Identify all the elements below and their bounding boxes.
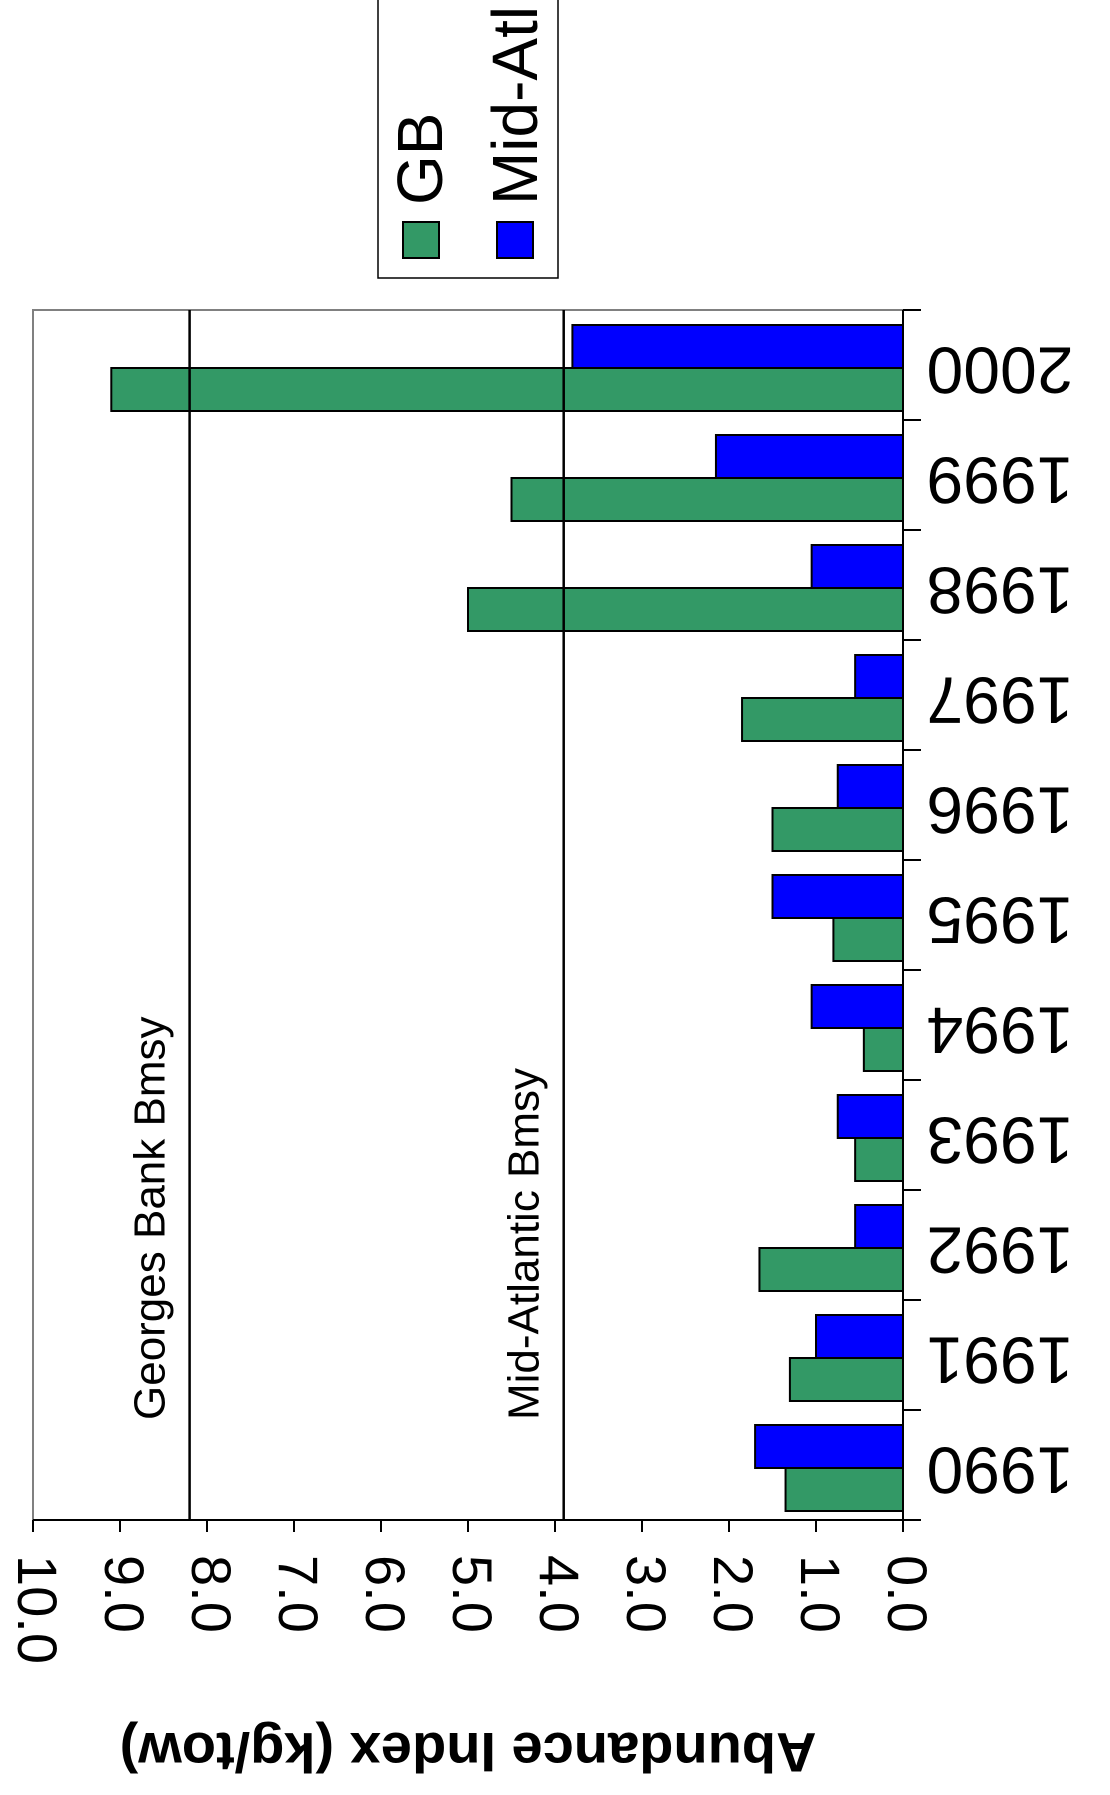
bar-gb-1990	[784, 1467, 904, 1512]
category-label-1994: 1994	[927, 994, 1074, 1068]
bar-gb-1994	[862, 1027, 904, 1072]
value-tick-label-9.0: 9.0	[93, 1555, 156, 1633]
bar-mid-atl-1990	[754, 1424, 904, 1469]
bar-gb-1992	[758, 1247, 905, 1292]
bar-gb-1997	[741, 697, 904, 742]
bar-gb-1999	[510, 477, 904, 522]
value-tick-label-8.0: 8.0	[180, 1555, 243, 1633]
value-tick-label-1.0: 1.0	[789, 1555, 852, 1633]
bar-gb-1998	[467, 587, 904, 632]
value-tick-label-2.0: 2.0	[702, 1555, 765, 1633]
bar-mid-atl-1997	[854, 654, 905, 699]
legend-swatch-mid-atl	[496, 221, 534, 259]
bar-gb-1993	[854, 1137, 905, 1182]
bar-mid-atl-1995	[771, 874, 904, 919]
bar-gb-1996	[771, 807, 904, 852]
bar-gb-2000	[110, 367, 905, 412]
value-tick-label-6.0: 6.0	[354, 1555, 417, 1633]
reference-label-mid-atlantic-bmsy: Mid-Atlantic Bmsy	[500, 1068, 549, 1420]
legend-label-mid-atl: Mid-Atl	[479, 6, 551, 205]
bar-mid-atl-1994	[810, 984, 905, 1029]
value-tick-label-5.0: 5.0	[441, 1555, 504, 1633]
bar-mid-atl-1991	[815, 1314, 904, 1359]
category-label-1997: 1997	[927, 664, 1074, 738]
value-tick-label-7.0: 7.0	[267, 1555, 330, 1633]
bar-mid-atl-1996	[836, 764, 904, 809]
bars-layer	[110, 324, 905, 1512]
value-axis-title: Abundance Index (kg/tow)	[120, 1721, 817, 1784]
bar-mid-atl-2000	[571, 324, 905, 369]
value-tick-label-0.0: 0.0	[876, 1555, 939, 1633]
bar-mid-atl-1993	[836, 1094, 904, 1139]
category-label-1999: 1999	[927, 444, 1074, 518]
legend-swatch-gb	[402, 221, 440, 259]
value-tick-label-4.0: 4.0	[528, 1555, 591, 1633]
value-tick-label-10.0: 10.0	[6, 1555, 69, 1664]
category-label-1993: 1993	[927, 1104, 1074, 1178]
category-label-1990: 1990	[927, 1434, 1074, 1508]
category-ticks-layer: 1990 1991 1992 1993 1994 1995 1996 1997 1998 1999…	[903, 309, 1074, 1521]
legend: GB Mid-Atl	[377, 0, 559, 279]
category-label-1995: 1995	[927, 884, 1074, 958]
bar-mid-atl-1998	[810, 544, 905, 589]
category-label-1996: 1996	[927, 774, 1074, 848]
value-ticks-layer: 0.0 1.0 2.0 3.0 4.0 5.0 6.0 7.0 8.0 9.0 10.0	[6, 1520, 939, 1664]
legend-label-gb: GB	[384, 113, 456, 205]
category-label-2000: 2000	[927, 334, 1074, 408]
bar-mid-atl-1992	[854, 1204, 905, 1249]
value-tick-label-3.0: 3.0	[615, 1555, 678, 1633]
bar-gb-1995	[832, 917, 905, 962]
category-label-1991: 1991	[927, 1324, 1074, 1398]
reference-label-georges-bank-bmsy: Georges Bank Bmsy	[126, 1017, 175, 1421]
bar-gb-1991	[788, 1357, 905, 1402]
reference-lines-layer: Georges Bank Bmsy Mid-Atlantic Bmsy	[126, 310, 565, 1520]
axis-title-layer: Abundance Index (kg/tow)	[120, 1721, 817, 1784]
category-label-1998: 1998	[927, 554, 1074, 628]
bar-mid-atl-1999	[714, 434, 905, 479]
category-label-1992: 1992	[927, 1214, 1074, 1288]
